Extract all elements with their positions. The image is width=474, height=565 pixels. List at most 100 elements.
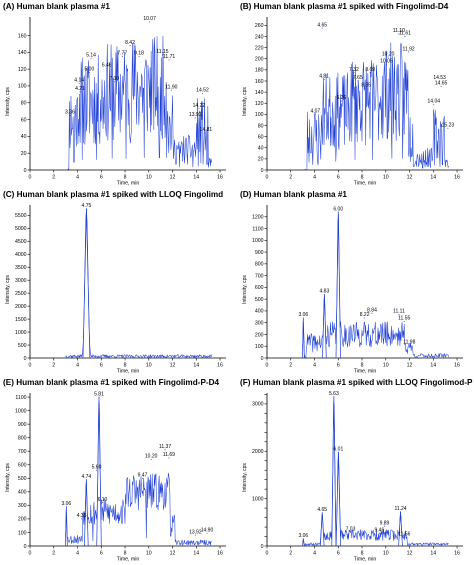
panel-b: (B) Human blank plasma #1 spiked with Fi… (237, 0, 474, 188)
peak-label: 3.36 (65, 110, 75, 116)
peak-label: 5.60 (92, 464, 102, 470)
x-tick-label: 4 (76, 175, 79, 181)
y-tick-label: 0 (261, 168, 264, 174)
peak-label: 11.98 (403, 339, 415, 345)
x-tick-label: 2 (289, 363, 292, 369)
peak-marker (205, 132, 207, 134)
y-axis-label: Intensity, cps (242, 87, 248, 116)
peak-marker (403, 321, 405, 323)
peak-marker (302, 317, 304, 319)
peak-marker (149, 21, 151, 23)
peak-shape (322, 294, 327, 359)
y-tick-label: 300 (255, 320, 264, 326)
y-tick-label: 0 (261, 356, 264, 362)
x-tick-label: 4 (76, 551, 79, 557)
peak-marker (81, 518, 83, 520)
y-tick-label: 100 (18, 530, 27, 536)
panel-title: (B) Human blank plasma #1 spiked with Fi… (240, 2, 449, 11)
peak-label: 9.47 (138, 473, 148, 479)
y-tick-label: 4500 (15, 239, 27, 245)
peak-marker (164, 449, 166, 451)
panel-f: (F) Human blank plasma #1 spiked with LL… (237, 376, 474, 564)
x-tick-label: 14 (430, 551, 436, 557)
peak-marker (383, 525, 385, 527)
peak-label: 5.81 (94, 391, 104, 397)
x-tick-label: 0 (29, 175, 32, 181)
x-tick-label: 2 (52, 551, 55, 557)
x-tick-label: 0 (266, 363, 269, 369)
peak-label: 3.06 (61, 501, 71, 507)
x-tick-label: 8 (124, 363, 127, 369)
peak-marker (170, 89, 172, 91)
y-tick-label: 220 (255, 45, 264, 51)
peak-marker (408, 344, 410, 346)
peak-label: 13.92 (189, 529, 202, 535)
peak-marker (78, 82, 80, 84)
panel-title: (E) Human blank plasma #1 spiked with Fi… (3, 378, 220, 387)
y-tick-label: 120 (255, 101, 264, 107)
peak-marker (98, 396, 100, 398)
peak-shape (302, 317, 305, 359)
y-tick-label: 0 (24, 356, 27, 362)
y-axis-label: Intensity, cps (5, 275, 11, 304)
peak-marker (364, 317, 366, 319)
y-tick-label: 100 (255, 344, 264, 350)
peak-marker (323, 78, 325, 80)
peak-marker (408, 51, 410, 53)
y-tick-label: 0 (24, 168, 27, 174)
x-tick-label: 12 (170, 551, 176, 557)
peak-label: 14.65 (435, 81, 448, 87)
peak-label: 14.53 (433, 75, 446, 81)
x-tick-label: 10 (383, 175, 389, 181)
x-tick-label: 6 (100, 175, 103, 181)
peak-label: 4.65 (317, 507, 327, 513)
y-tick-label: 100 (255, 112, 264, 118)
peak-label: 6.00 (333, 206, 343, 212)
peak-marker (365, 87, 367, 89)
y-tick-label: 0 (24, 544, 27, 550)
peak-marker (400, 511, 402, 513)
panel-title: (F) Human blank plasma #1 spiked with LL… (240, 378, 473, 387)
y-tick-label: 500 (18, 476, 27, 482)
peak-label: 8.42 (125, 40, 135, 46)
chart-d: 0 2 4 6 8 10 12 14 16 0 100 200 300 400 500 600 700 800 90… (242, 205, 463, 375)
y-tick-label: 900 (18, 422, 27, 428)
y-tick-label: 100 (18, 84, 27, 90)
peak-label: 7.32 (349, 67, 359, 73)
y-tick-label: 3000 (15, 278, 27, 284)
x-tick-label: 10 (383, 363, 389, 369)
peak-marker (138, 56, 140, 58)
y-tick-label: 5500 (15, 213, 27, 219)
y-tick-label: 80 (258, 123, 264, 129)
peak-shape (331, 396, 337, 547)
x-tick-label: 14 (430, 363, 436, 369)
y-axis-label: Intensity, cps (5, 463, 11, 492)
x-tick-label: 10 (383, 551, 389, 557)
x-tick-label: 8 (361, 175, 364, 181)
y-tick-label: 400 (18, 490, 27, 496)
peak-marker (321, 512, 323, 514)
y-tick-label: 800 (255, 262, 264, 268)
x-tick-label: 2 (52, 175, 55, 181)
peak-label: 11.55 (398, 316, 410, 322)
peak-shape (335, 452, 342, 547)
x-tick-label: 14 (193, 551, 199, 557)
x-tick-label: 12 (407, 363, 413, 369)
y-tick-label: 900 (255, 250, 264, 256)
panel-c: (C) Human blank plasma #1 spiked with LL… (0, 188, 237, 376)
y-tick-label: 3000 (252, 402, 264, 408)
y-tick-label: 140 (18, 50, 27, 56)
peak-label: 4.35 (77, 513, 87, 519)
y-tick-label: 120 (18, 67, 27, 73)
peak-marker (398, 313, 400, 315)
chromatogram-trace (65, 208, 212, 358)
peak-marker (439, 80, 441, 82)
x-tick-label: 12 (407, 551, 413, 557)
peak-label: 11.15 (156, 49, 168, 55)
x-tick-label: 2 (289, 175, 292, 181)
y-tick-label: 200 (18, 517, 27, 523)
peak-shape (96, 397, 102, 547)
y-tick-label: 700 (255, 273, 264, 279)
peak-shape (82, 208, 91, 359)
x-tick-label: 6 (337, 551, 340, 557)
